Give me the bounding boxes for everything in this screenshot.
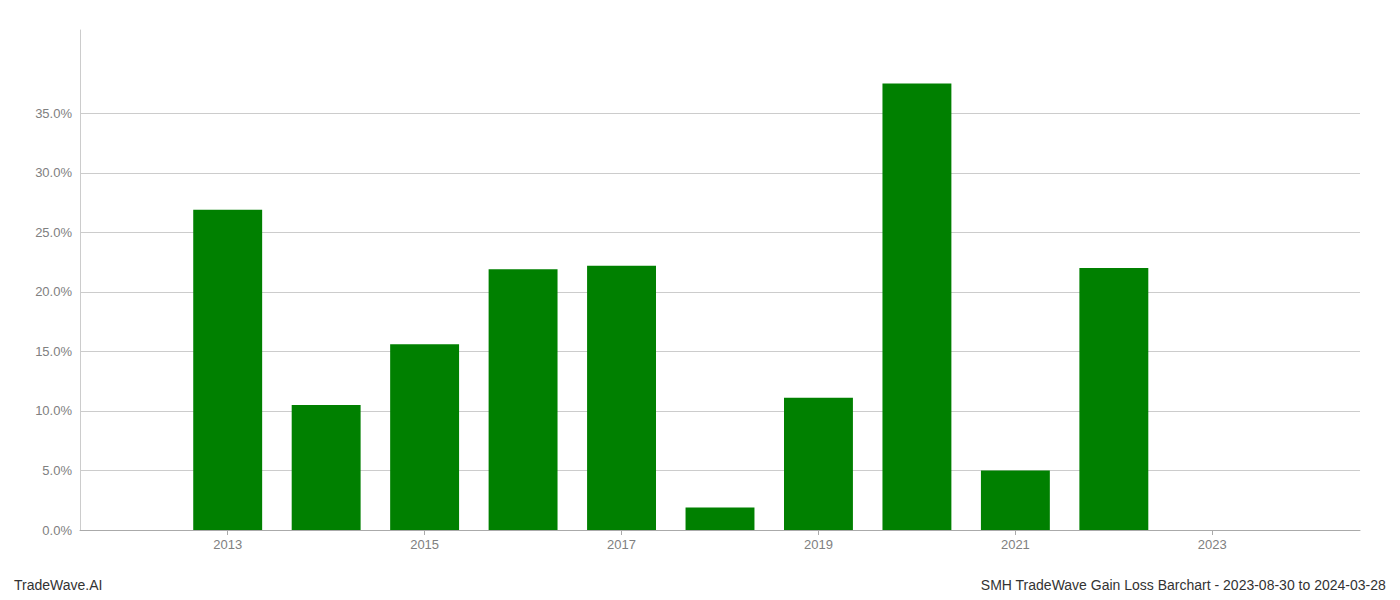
svg-text:2021: 2021 xyxy=(1001,537,1030,552)
svg-text:2023: 2023 xyxy=(1198,537,1227,552)
svg-text:TradeWave.AI: TradeWave.AI xyxy=(14,577,102,593)
svg-text:30.0%: 30.0% xyxy=(35,165,72,180)
svg-text:0.0%: 0.0% xyxy=(42,523,72,538)
svg-text:10.0%: 10.0% xyxy=(35,403,72,418)
svg-text:5.0%: 5.0% xyxy=(42,463,72,478)
svg-text:35.0%: 35.0% xyxy=(35,106,72,121)
svg-text:2017: 2017 xyxy=(607,537,636,552)
svg-text:15.0%: 15.0% xyxy=(35,344,72,359)
svg-text:2019: 2019 xyxy=(804,537,833,552)
svg-text:25.0%: 25.0% xyxy=(35,225,72,240)
svg-text:2015: 2015 xyxy=(410,537,439,552)
svg-text:SMH TradeWave Gain Loss Barcha: SMH TradeWave Gain Loss Barchart - 2023-… xyxy=(981,577,1386,593)
svg-text:20.0%: 20.0% xyxy=(35,284,72,299)
svg-text:2013: 2013 xyxy=(213,537,242,552)
